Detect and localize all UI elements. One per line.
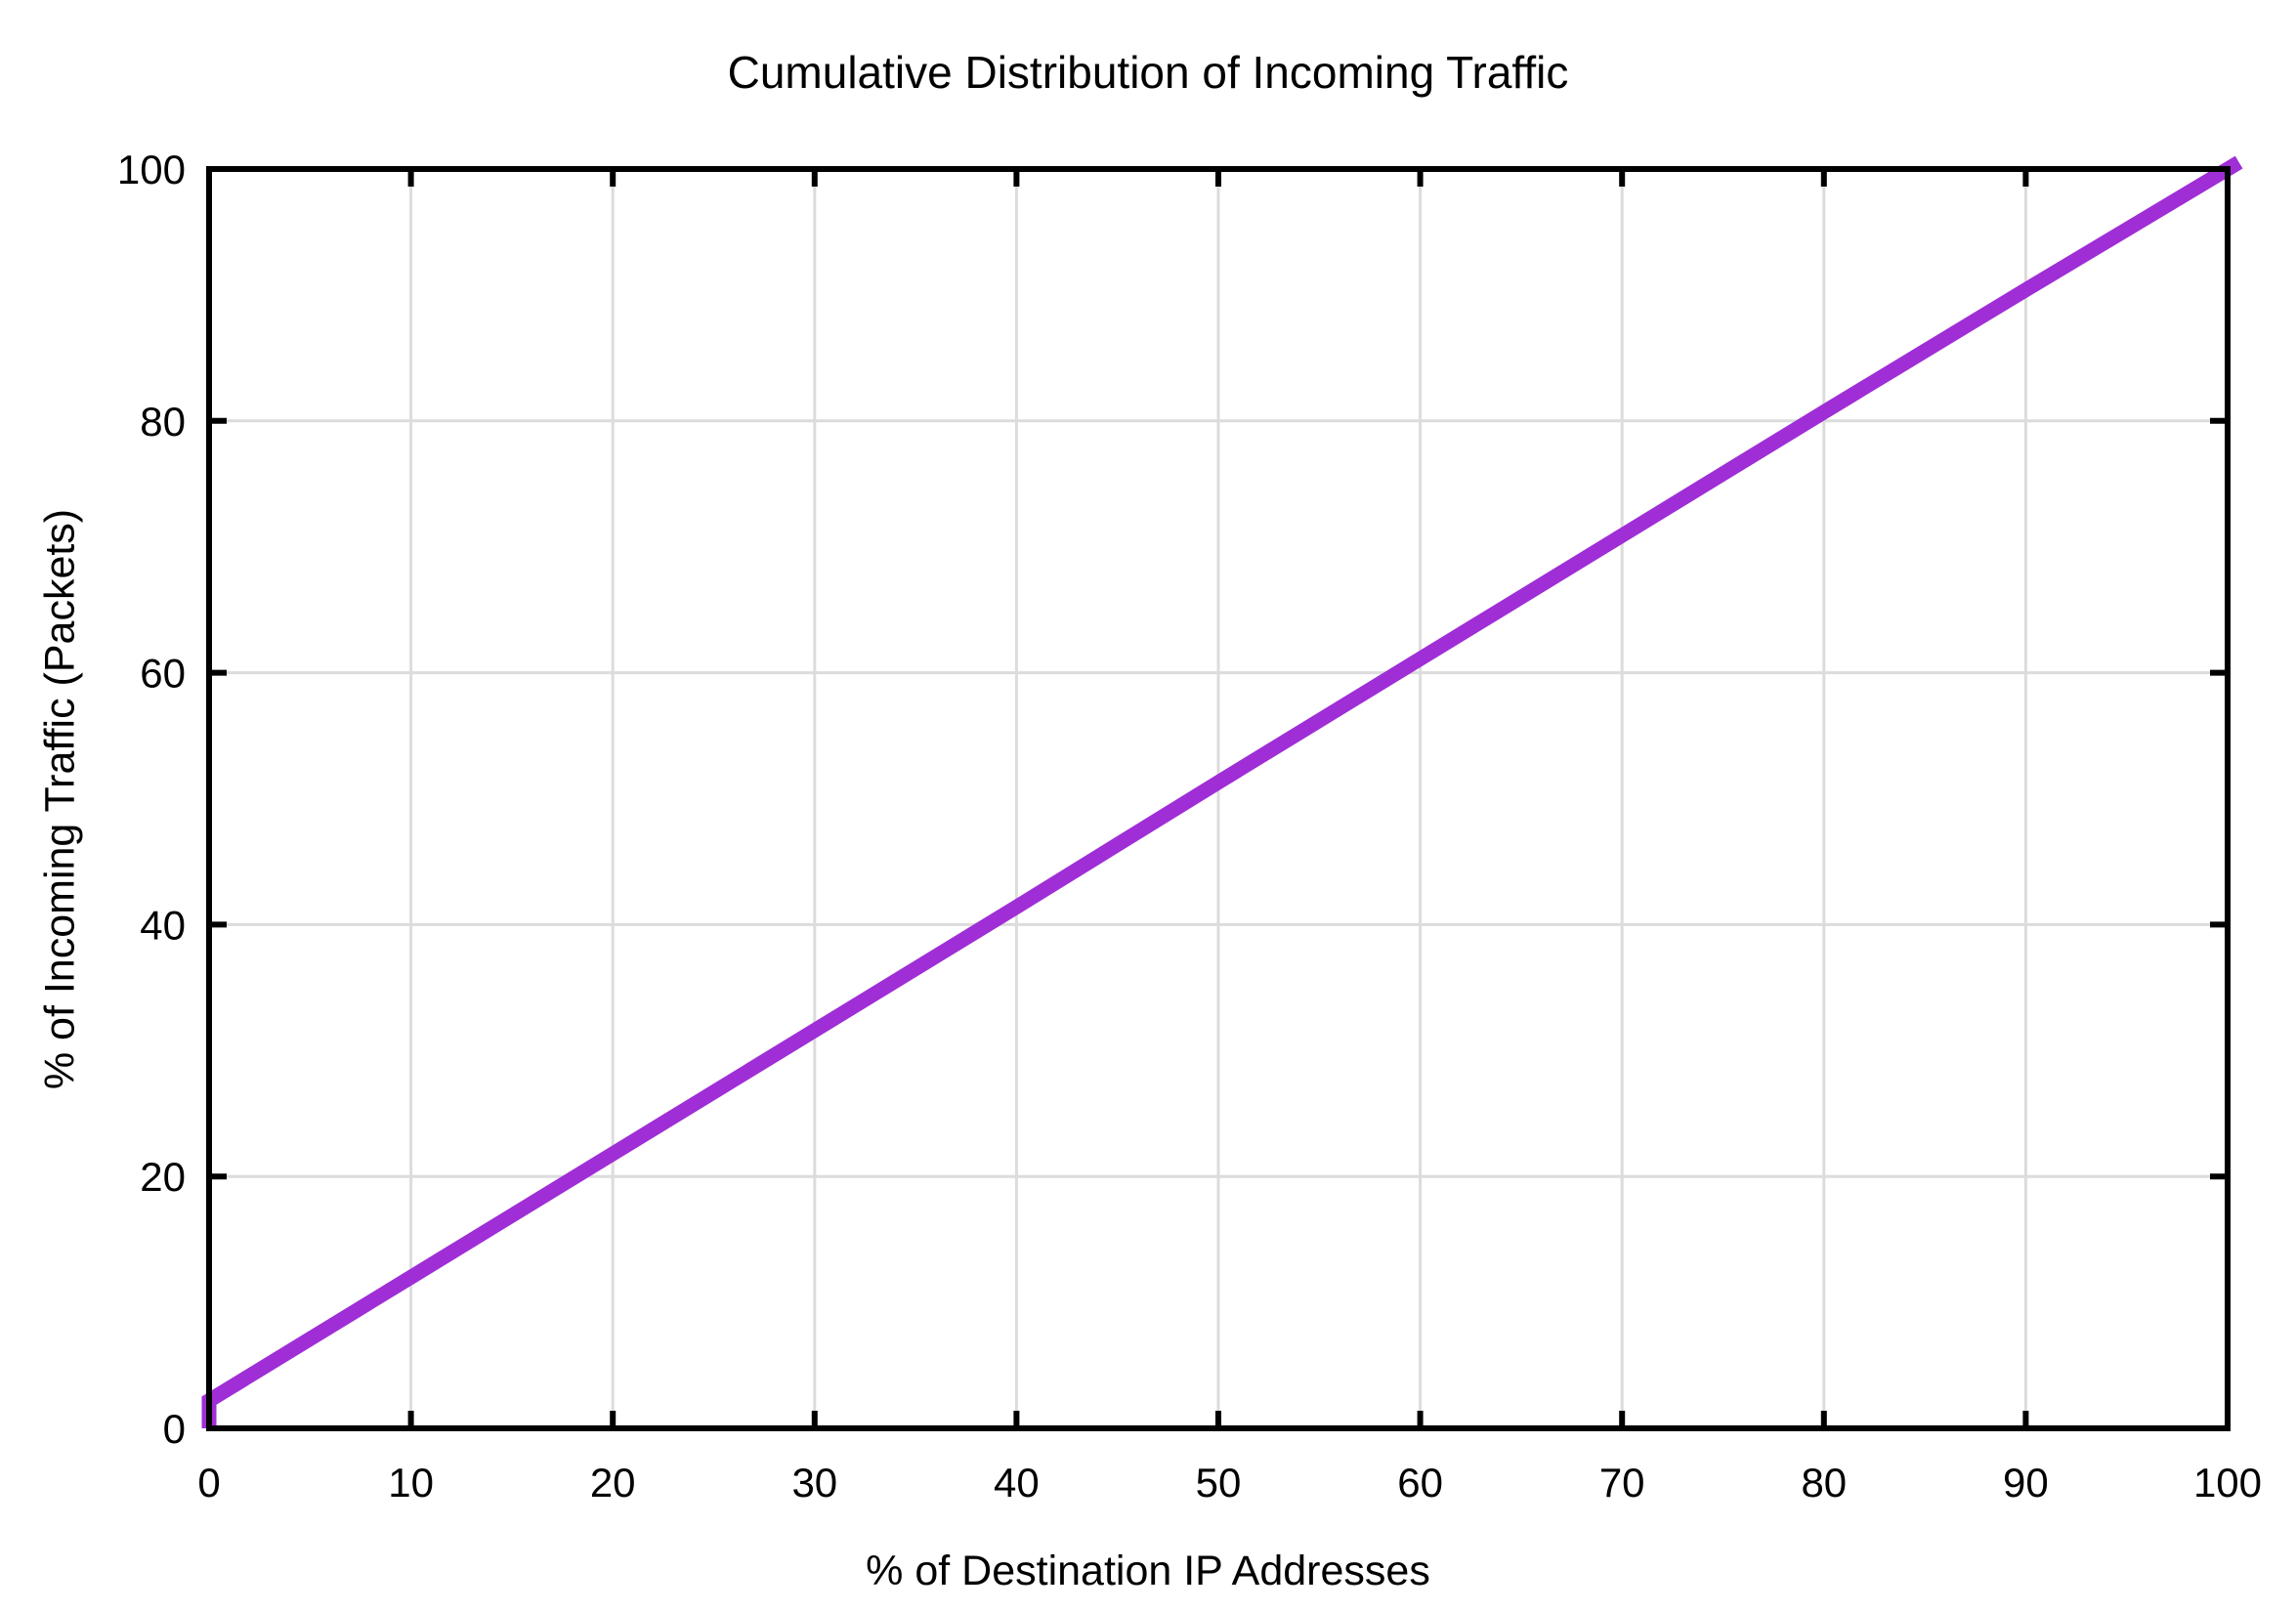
x-tick-label: 60 [1397, 1460, 1443, 1506]
data-line-incoming-traffic-cdf [201, 155, 2243, 1428]
y-tick-label: 80 [140, 399, 186, 445]
x-tick-label: 20 [590, 1460, 636, 1506]
x-tick-label: 50 [1196, 1460, 1242, 1506]
y-tick-label: 20 [140, 1154, 186, 1200]
x-axis-label: % of Destination IP Addresses [866, 1548, 1430, 1594]
x-tick-label: 40 [994, 1460, 1040, 1506]
y-tick-label: 100 [117, 147, 186, 192]
x-tick-label: 30 [791, 1460, 837, 1506]
y-tick-label: 60 [140, 651, 186, 697]
chart-title: Cumulative Distribution of Incoming Traf… [727, 47, 1569, 98]
x-tick-label: 90 [2003, 1460, 2049, 1506]
x-tick-label: 0 [197, 1460, 220, 1506]
y-tick-label: 40 [140, 902, 186, 948]
x-tick-label: 10 [388, 1460, 434, 1506]
x-tick-label: 70 [1599, 1460, 1645, 1506]
y-tick-label: 0 [163, 1406, 186, 1452]
x-tick-label: 80 [1801, 1460, 1847, 1506]
x-tick-label: 100 [2193, 1460, 2262, 1506]
